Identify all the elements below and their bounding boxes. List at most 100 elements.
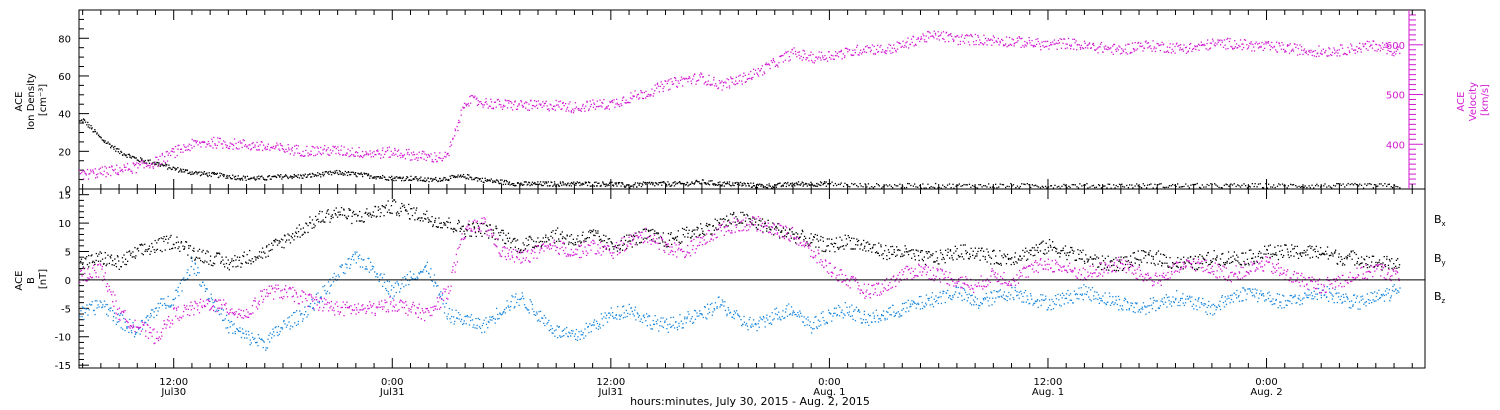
bx-point [965, 253, 967, 255]
velocity-point [592, 99, 594, 101]
density-point [648, 182, 650, 184]
velocity-point [272, 145, 275, 148]
density-point [375, 176, 377, 178]
bx-point [1358, 264, 1360, 266]
density-point [844, 182, 846, 184]
time-tick-label: Aug. 1 [813, 387, 845, 398]
time-tick-label: Aug. 1 [1032, 387, 1064, 398]
density-point [1284, 185, 1286, 187]
density-point [546, 182, 548, 184]
bx-point [522, 242, 524, 244]
bx-point [1366, 267, 1369, 269]
velocity-point [511, 109, 514, 111]
bx-point [727, 225, 729, 227]
velocity-point [1319, 52, 1322, 54]
density-point [860, 185, 862, 187]
velocity-point [1278, 43, 1280, 45]
bx-point [389, 212, 391, 214]
by-point [112, 320, 114, 322]
velocity-point [1055, 42, 1058, 44]
velocity-point [609, 101, 611, 104]
bx-point [997, 262, 999, 265]
bx-point [823, 250, 825, 253]
bx-point [986, 248, 988, 250]
bx-point [209, 255, 212, 257]
bx-point [464, 233, 466, 235]
density-point [736, 183, 739, 185]
velocity-point [812, 61, 814, 63]
density-point [1290, 183, 1292, 185]
bx-point [1283, 254, 1285, 257]
by-point [194, 262, 196, 264]
bx-point [838, 247, 840, 249]
density-point [570, 181, 573, 184]
velocity-point [690, 82, 693, 85]
density-point [1016, 185, 1019, 187]
velocity-point [278, 148, 280, 150]
velocity-point [335, 152, 337, 155]
density-point [695, 179, 697, 182]
bx-point [88, 266, 90, 268]
density-point [528, 181, 530, 183]
bx-point [623, 243, 625, 245]
bx-point [640, 241, 642, 243]
bx-point [1395, 259, 1398, 261]
density-point [1320, 185, 1323, 187]
bx-point [1190, 263, 1193, 266]
bx-point [864, 245, 866, 247]
density-point [266, 179, 268, 181]
density-point [105, 142, 107, 144]
velocity-point [412, 154, 414, 156]
velocity-point [154, 164, 156, 166]
bx-point [1179, 261, 1181, 263]
velocity-point [528, 103, 530, 105]
velocity-point [365, 151, 367, 153]
velocity-point [790, 51, 792, 53]
velocity-point [1360, 51, 1362, 53]
bx-point [1216, 255, 1218, 257]
bx-point [666, 246, 668, 248]
density-point [1084, 184, 1086, 186]
density-point [1066, 187, 1068, 189]
bx-point [1071, 247, 1073, 249]
density-point [410, 175, 412, 177]
velocity-point [1234, 46, 1236, 48]
velocity-point [484, 101, 486, 104]
density-point [195, 170, 197, 173]
velocity-point [406, 153, 409, 155]
velocity-point [397, 155, 399, 157]
velocity-point [1289, 43, 1291, 45]
velocity-point [1008, 36, 1011, 39]
velocity-point [932, 35, 934, 37]
velocity-point [105, 176, 107, 178]
density-point [1358, 185, 1360, 187]
velocity-point [250, 149, 252, 151]
bx-point [728, 219, 730, 221]
density-point [409, 179, 412, 181]
velocity-point [910, 38, 913, 40]
bx-point [1371, 261, 1373, 263]
density-point [902, 185, 904, 187]
bx-point [992, 250, 994, 252]
bx-point [833, 242, 835, 244]
density-point [605, 183, 607, 185]
density-point [133, 156, 135, 158]
density-point [226, 174, 228, 177]
velocity-point [1356, 46, 1358, 48]
density-point [663, 182, 665, 184]
bx-point [698, 234, 700, 237]
bx-point [1229, 262, 1231, 264]
velocity-point [1022, 44, 1024, 47]
density-point [583, 183, 585, 185]
density-point [1273, 184, 1275, 186]
bx-point [349, 209, 352, 211]
velocity-point [307, 152, 309, 154]
density-point [946, 184, 949, 186]
velocity-point [798, 54, 800, 56]
velocity-point [1304, 51, 1306, 54]
velocity-point [865, 51, 868, 54]
velocity-point [593, 102, 595, 104]
velocity-point [1375, 43, 1377, 46]
bx-point [1256, 261, 1259, 263]
bx-point [485, 224, 488, 226]
